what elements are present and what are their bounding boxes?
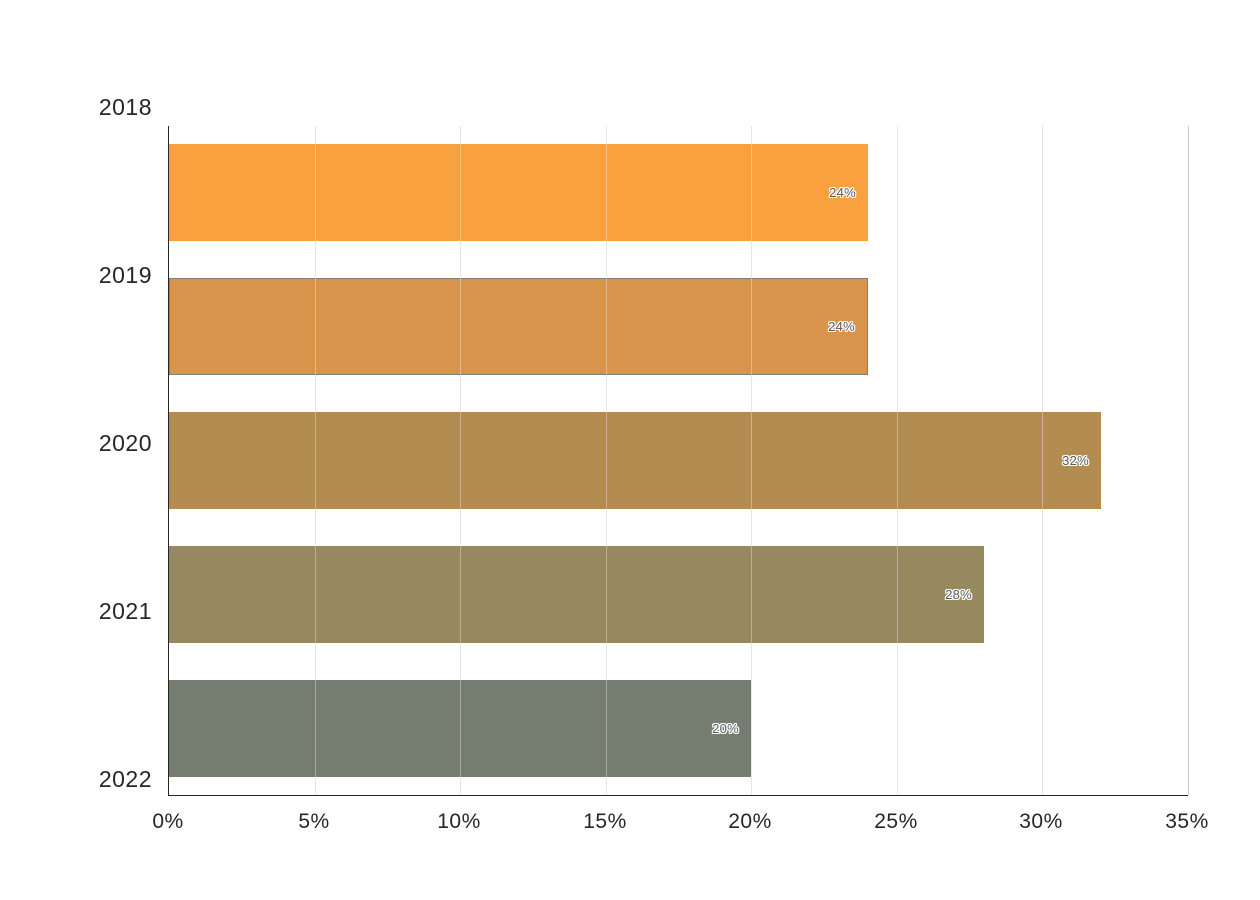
bar-value-label: 24% [829,185,856,200]
bar-value-label: 24% [828,319,855,334]
x-axis-label: 30% [1019,810,1063,833]
bar-2021: 28% [169,546,984,643]
bar-2019: 24% [169,278,868,375]
x-axis-label: 10% [437,810,481,833]
y-axis-label: 2018 [98,94,152,120]
y-axis-label: 2019 [98,262,152,288]
gridline [1188,126,1189,795]
bar-2018: 24% [169,144,868,241]
y-axis-label: 2021 [98,598,152,624]
bar-2022: 20% [169,680,751,777]
x-axis-label: 5% [298,810,330,833]
bar-value-label: 20% [712,721,739,736]
x-axis-label: 25% [874,810,918,833]
x-axis-label: 15% [583,810,627,833]
y-axis-label: 2022 [98,766,152,792]
x-axis-label: 35% [1165,810,1209,833]
y-axis-label: 2020 [98,430,152,456]
bar-value-label: 28% [945,587,972,602]
x-axis-label: 20% [728,810,772,833]
x-axis-label: 0% [152,810,184,833]
bar-2020: 32% [169,412,1101,509]
bar-value-label: 32% [1062,453,1089,468]
plot-area: 24% 24% 32% 28% 20% [168,126,1189,796]
